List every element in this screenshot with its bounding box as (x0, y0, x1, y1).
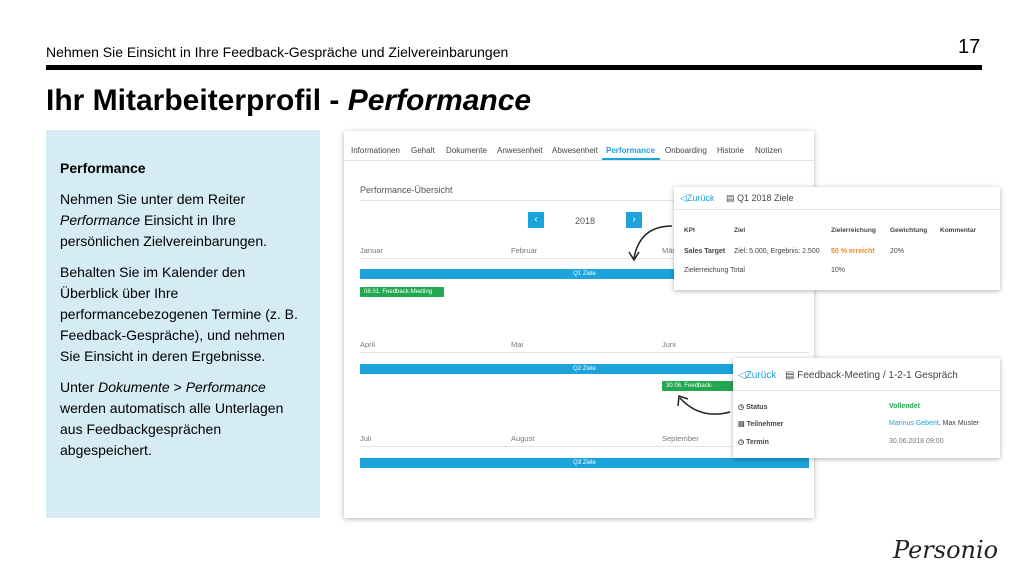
goal-bar[interactable]: Q2 Ziele (360, 364, 809, 374)
sidebar-heading: Performance (60, 160, 146, 176)
run: Performance (60, 212, 141, 228)
run: > (169, 379, 186, 395)
separator (360, 446, 809, 447)
goal-bar[interactable]: Q1 Ziele (360, 269, 809, 279)
month: Juli (360, 434, 372, 443)
arrow-head (677, 394, 689, 407)
col: Gewichtung (890, 227, 928, 234)
label-text: Teilnehmer (746, 421, 784, 428)
goal-bar[interactable]: Q3 Ziele (360, 458, 809, 468)
month: Februar (511, 246, 538, 255)
title-text: Ihr Mitarbeiterprofil - (46, 84, 348, 117)
tab[interactable]: Dokumente (446, 146, 487, 155)
separator (733, 390, 1000, 391)
tab-active[interactable]: Performance (606, 146, 655, 155)
back-link[interactable]: ◁Zurück (680, 193, 715, 203)
event[interactable]: 08.01. Feedback-Meeting (360, 287, 444, 297)
popup-title: ▤ Q1 2018 Ziele (726, 193, 794, 203)
goals-popup: ◁Zurück ▤ Q1 2018 Ziele KPI Ziel Zielerr… (674, 187, 1000, 290)
tab[interactable]: Gehalt (411, 146, 435, 155)
label: ◷ Status (738, 404, 768, 411)
separator (674, 209, 1000, 210)
month: März (662, 246, 679, 255)
cell: 10% (831, 267, 846, 274)
col: Ziel (734, 227, 746, 234)
run: Nehmen Sie unter dem Reiter (60, 191, 246, 207)
tab[interactable]: Informationen (351, 146, 400, 155)
value-rest: , Max Muster (938, 420, 980, 427)
value: Vollendet (889, 403, 920, 410)
separator (360, 200, 809, 201)
logo: Personio (893, 536, 999, 564)
back[interactable]: Zurück (686, 193, 715, 203)
person-link[interactable]: Marinus Geberit (889, 420, 939, 427)
title: Q1 2018 Ziele (737, 193, 794, 203)
value: Marinus Geberit, Max Muster (889, 420, 979, 427)
arrow (633, 225, 673, 259)
col: Kommentar (940, 227, 977, 234)
meeting-popup: ◁Zurück ▤ Feedback-Meeting / 1-2-1 Gespr… (733, 358, 1000, 458)
title: Feedback-Meeting / 1-2-1 Gespräch (797, 370, 958, 381)
cell: 50 % erreicht (831, 248, 875, 255)
run: werden automatisch alle Unterlagen aus F… (60, 400, 284, 458)
label: ▤ Teilnehmer (738, 421, 784, 428)
cell: Ziel: 5.000, Ergebnis: 2.500 (734, 248, 820, 255)
separator (360, 352, 809, 353)
month: September (662, 434, 699, 443)
cell: Zielerreichung Total (684, 267, 745, 274)
paragraph: Unter Dokumente > Performance werden aut… (60, 377, 306, 461)
title-italic: Performance (347, 84, 532, 117)
cell: 20% (890, 248, 905, 255)
tab[interactable]: Notizen (755, 146, 783, 155)
label-text: Termin (746, 439, 769, 446)
subtitle: Nehmen Sie Einsicht in Ihre Feedback-Ges… (46, 44, 509, 60)
next-year[interactable]: › (626, 212, 642, 228)
tab[interactable]: Onboarding (665, 146, 707, 155)
run: Dokumente (98, 379, 170, 395)
paragraph: Behalten Sie im Kalender den Überblick ü… (60, 264, 298, 364)
run: Performance (185, 379, 266, 395)
run: Einsicht in Ihre persönlichen Zielverein… (60, 212, 268, 249)
month: Mai (511, 340, 524, 349)
title: Ihr Mitarbeiterprofil - Performance (46, 84, 531, 118)
back[interactable]: Zurück (745, 370, 777, 381)
tab[interactable]: Abwesenheit (552, 146, 598, 155)
month: Januar (360, 246, 383, 255)
popup-title: ▤ Feedback-Meeting / 1-2-1 Gespräch (785, 370, 958, 381)
sidebar: Performance Nehmen Sie unter dem Reiter … (46, 130, 320, 518)
col: KPI (684, 227, 695, 234)
label-text: Status (746, 404, 768, 411)
event[interactable]: 30.06. Feedback-Meeting (662, 381, 735, 391)
separator (360, 258, 809, 259)
tab-underline (602, 158, 660, 160)
rule (46, 65, 982, 70)
value: 30.06.2018 09:00 (889, 438, 944, 445)
section-title: Performance-Übersicht (360, 185, 453, 195)
arrow (679, 397, 731, 415)
month: August (511, 434, 535, 443)
prev-year[interactable]: ‹ (528, 212, 544, 228)
page-number: 17 (958, 36, 981, 58)
run: Unter (60, 379, 99, 395)
paragraph: Nehmen Sie unter dem Reiter Performance … (60, 189, 306, 252)
tab[interactable]: Anwesenheit (497, 146, 543, 155)
year: 2018 (575, 216, 596, 226)
tab[interactable]: Historie (717, 146, 745, 155)
month: April (360, 340, 376, 349)
arrow-head (628, 251, 640, 262)
cell: Sales Target (684, 248, 726, 255)
month: Juni (662, 340, 676, 349)
back-link[interactable]: ◁Zurück (738, 370, 777, 381)
tab-line (344, 160, 814, 161)
col: Zielerreichung (831, 227, 876, 234)
label: ◷ Termin (738, 439, 769, 446)
